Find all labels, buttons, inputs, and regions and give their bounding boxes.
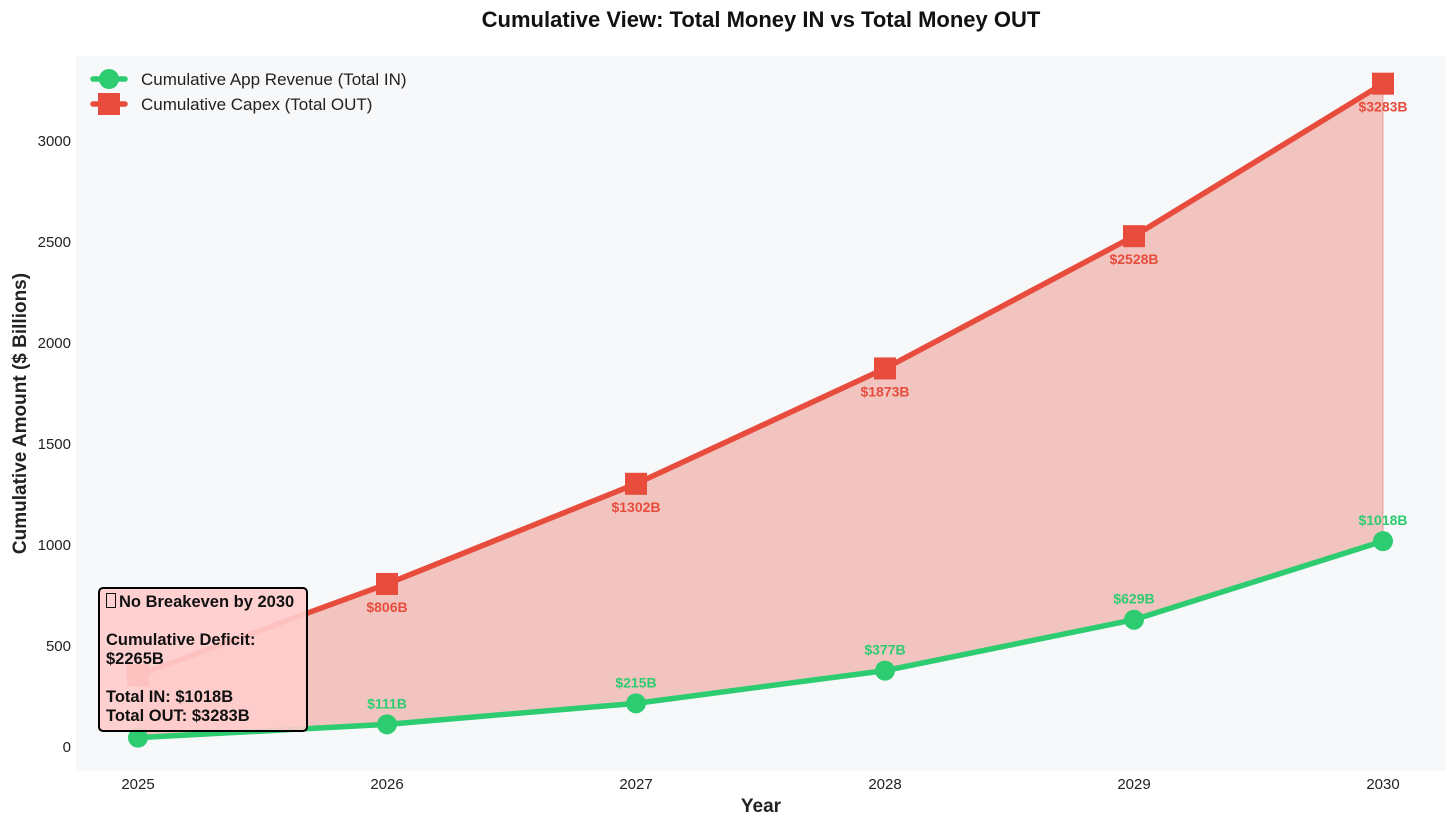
revenue-data-label: $377B [864,642,905,658]
revenue-point [1373,531,1393,552]
legend-entry-label: Cumulative Capex (Total OUT) [141,95,372,114]
y-tick-label: 1500 [38,436,71,453]
x-tick-label: 2030 [1366,776,1399,793]
revenue-data-label: $215B [615,674,656,690]
series-layer: $806B $1302B $1873B $2528B $3283B $111B $215B $… [127,72,1408,748]
annotation-spacer [106,612,300,631]
revenue-series-line [135,538,1386,741]
x-tick-label: 2026 [370,776,403,793]
annotation-total-in: Total IN: $1018B [106,688,234,706]
x-tick-label: 2025 [121,776,154,793]
deficit-fill-layer [138,83,1384,738]
y-tick-label: 1000 [38,537,71,554]
legend-entry-label: Cumulative App Revenue (Total IN) [141,70,407,89]
capex-point [1123,225,1145,248]
x-tick-label: 2028 [868,776,901,793]
x-tick-label: 2029 [1117,776,1150,793]
revenue-point [1124,609,1144,630]
legend: Cumulative App Revenue (Total IN) Cumulat… [90,69,407,115]
annotation-total-out: Total OUT: $3283B [106,707,250,725]
annotation-headline-row: No Breakeven by 2030 [106,593,300,612]
annotation-deficit-label: Cumulative Deficit: [106,631,256,649]
annotation-spacer [106,669,300,688]
legend-marker-square [98,93,120,115]
y-tick-label: 2500 [38,234,71,251]
y-tick-label: 3000 [38,133,71,150]
revenue-point [128,727,148,748]
capex-point [376,572,398,595]
capex-point [874,357,896,380]
capex-data-label: $2528B [1109,251,1158,267]
revenue-point [377,714,397,735]
capex-data-label: $806B [366,599,407,615]
revenue-point [875,660,895,681]
y-tick-label: 2000 [38,335,71,352]
y-tick-label: 500 [46,638,71,655]
capex-series-line [135,80,1386,678]
capex-point [1372,72,1394,95]
capex-data-label: $1302B [611,499,660,515]
revenue-data-label: $111B [367,695,407,711]
capex-data-label: $1873B [860,383,909,399]
x-tick-label: 2027 [619,776,652,793]
annotation-headline: No Breakeven by 2030 [119,593,295,611]
y-tick-label: 0 [63,739,71,756]
annotation-deficit-value: $2265B [106,650,164,668]
chart-title: Cumulative View: Total Money IN vs Total… [482,7,1041,32]
revenue-data-label: $1018B [1358,512,1407,528]
y-axis-label: Cumulative Amount ($ Billions) [10,273,31,554]
legend-marker-circle [99,69,119,89]
revenue-data-label: $629B [1113,591,1154,607]
warning-icon [106,593,116,608]
revenue-point [626,693,646,714]
capex-point [625,472,647,495]
axis-ticks: 0 500 1000 1500 2000 2500 3000 2025 2026 2027 2028… [38,133,1400,793]
breakeven-annotation-box: No Breakeven by 2030 Cumulative Deficit:… [98,587,308,732]
x-axis-label: Year [741,796,782,817]
deficit-fill-area [138,83,1383,738]
capex-data-label: $3283B [1358,99,1407,115]
